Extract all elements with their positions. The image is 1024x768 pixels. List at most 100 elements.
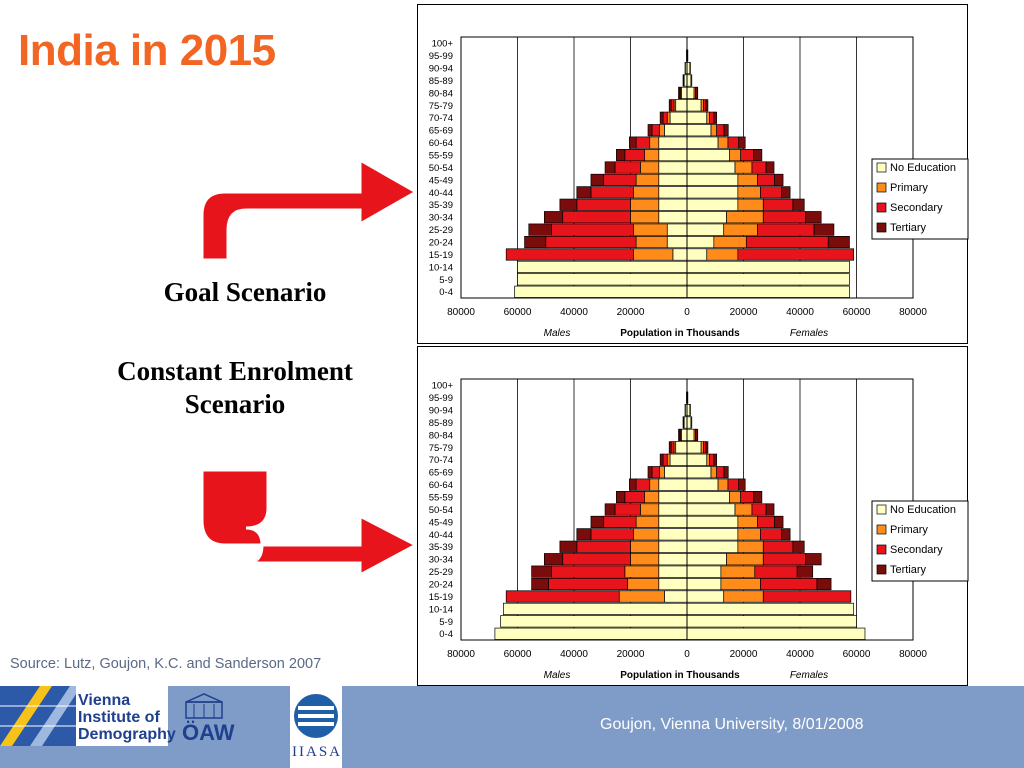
male-bar-45-49-tertiary [590,173,605,186]
age-group-label: 30-34 [429,213,453,224]
female-bar-15-19-no-education [686,590,725,603]
legend-label: Primary [890,182,928,194]
female-bar-40-44-no-education [686,528,739,541]
females-label: Females [790,670,828,681]
legend-label: No Education [890,504,956,516]
female-bar-0-4-no-education [686,627,866,640]
male-bar-35-39-secondary [576,540,631,553]
age-group-label: 20-24 [429,238,453,249]
male-bar-65-69-no-education [664,124,688,137]
female-bar-55-59-tertiary [753,149,763,162]
male-bar-50-54-primary [640,503,660,516]
age-group-label: 5-9 [439,275,453,286]
female-bar-35-39-no-education [686,198,739,211]
female-bar-40-44-tertiary [781,186,791,199]
female-bar-40-44-secondary [760,186,782,199]
age-group-label: 0-4 [439,287,453,298]
female-bar-85-89-primary [690,74,693,87]
male-bar-80-84-no-education [681,86,688,99]
age-group-label: 10-14 [429,604,453,615]
male-bar-40-44-no-education [658,186,688,199]
female-bar-5-9-no-education [686,615,857,628]
source-citation: Source: Lutz, Goujon, K.C. and Sanderson… [10,656,322,672]
male-bar-50-54-no-education [658,503,688,516]
male-bar-30-34-tertiary [543,553,564,566]
female-bar-25-29-no-education [686,223,725,236]
female-bar-45-49-tertiary [774,173,784,186]
male-bar-25-29-primary [632,223,668,236]
vid-line-3: Demography [78,726,176,743]
male-bar-20-24-primary [635,236,668,249]
female-bar-20-24-no-education [686,236,715,249]
male-bar-65-69-primary [658,124,665,137]
male-bar-15-19-no-education [664,590,688,603]
x-tick-label: 60000 [843,307,871,318]
male-bar-50-54-primary [640,161,660,174]
female-bar-70-74-no-education [686,453,708,466]
male-bar-45-49-secondary [603,173,637,186]
female-bar-40-44-secondary [760,528,782,541]
female-bar-60-64-secondary [727,136,740,149]
age-group-label: 85-89 [429,418,453,429]
academy-building-icon [185,693,223,719]
female-bar-65-69-primary [710,466,718,479]
male-bar-65-69-no-education [664,466,688,479]
female-bar-55-59-tertiary [753,491,763,504]
female-bar-40-44-primary [737,528,761,541]
female-bar-90-94-primary [689,404,691,417]
female-bar-35-39-tertiary [792,198,805,211]
age-group-label: 20-24 [429,580,453,591]
female-bar-55-59-primary [729,149,742,162]
female-bar-5-9-no-education [686,273,850,286]
goal-scenario-pyramid-chart: 80000 60000 40000 20000 0 20000 40000 60000 8000… [417,4,969,344]
female-bar-90-94-primary [689,62,691,75]
female-bar-50-54-primary [734,161,753,174]
male-bar-50-54-no-education [658,161,688,174]
female-bar-30-34-no-education [686,211,727,224]
male-bar-60-64-tertiary [629,136,637,149]
age-group-label: 50-54 [429,505,453,516]
female-bar-35-39-primary [737,198,764,211]
male-bar-60-64-secondary [635,478,651,491]
male-bar-20-24-primary [627,578,660,591]
female-bar-70-74-primary [706,453,710,466]
male-bar-35-39-no-education [658,198,688,211]
male-bar-30-34-secondary [562,553,631,566]
male-bar-80-84-no-education [681,428,688,441]
male-bar-60-64-no-education [658,136,688,149]
age-group-label: 80-84 [429,430,453,441]
constant-enrolment-pyramid-chart: 80000 60000 40000 20000 0 20000 40000 60000 8000… [417,346,969,686]
male-bar-80-84-tertiary [678,86,680,99]
female-bar-45-49-secondary [757,173,775,186]
x-tick-label: 20000 [617,307,645,318]
female-bar-50-54-tertiary [765,503,775,516]
male-bar-10-14-no-education [517,260,688,273]
female-bar-75-79-no-education [686,441,702,454]
male-bar-25-29-tertiary [528,223,552,236]
male-bar-45-49-no-education [658,515,688,528]
x-tick-label: 20000 [617,649,645,660]
female-bar-30-34-primary [726,211,764,224]
male-bar-15-19-secondary [505,590,620,603]
x-tick-label: 60000 [504,649,532,660]
age-group-label: 35-39 [429,542,453,553]
female-bar-30-34-no-education [686,553,727,566]
female-bar-20-24-tertiary [816,578,832,591]
age-group-label: 60-64 [429,480,453,491]
male-bar-30-34-no-education [658,553,688,566]
male-bar-60-64-tertiary [629,478,637,491]
female-bar-60-64-primary [717,136,729,149]
female-bar-60-64-primary [717,478,729,491]
male-bar-70-74-tertiary [659,453,664,466]
x-axis-title: Population in Thousands [620,328,740,339]
age-group-label: 50-54 [429,163,453,174]
legend-box [871,158,969,240]
x-tick-label: 60000 [843,649,871,660]
age-group-label: 60-64 [429,138,453,149]
female-bar-80-84-no-education [686,428,695,441]
male-bar-75-79-secondary [670,99,675,112]
female-bar-60-64-tertiary [738,136,746,149]
legend-label: Secondary [890,202,943,214]
x-tick-label: 60000 [504,307,532,318]
vid-line-2: Institute of [78,709,160,726]
